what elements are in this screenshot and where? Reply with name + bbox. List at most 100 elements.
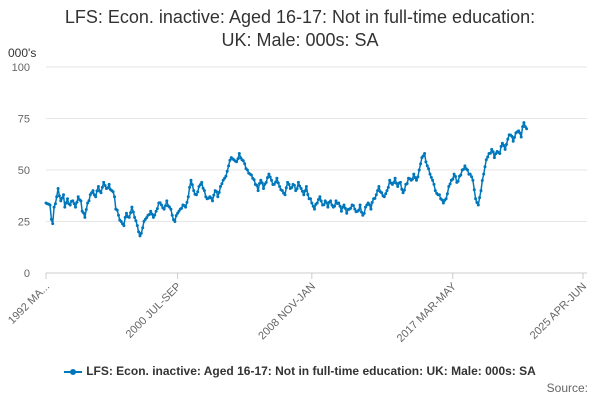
data-point xyxy=(500,141,504,145)
data-point xyxy=(441,201,445,205)
data-point xyxy=(318,195,322,199)
data-point xyxy=(52,205,56,209)
data-point xyxy=(302,193,306,197)
data-point xyxy=(215,190,218,194)
data-point xyxy=(519,135,523,139)
data-point xyxy=(313,207,316,211)
data-point xyxy=(299,187,303,190)
data-point xyxy=(258,182,261,185)
chart-title: LFS: Econ. inactive: Aged 16-17: Not in … xyxy=(0,6,600,52)
data-point xyxy=(343,206,347,210)
data-point xyxy=(59,199,63,203)
data-point xyxy=(447,185,451,188)
data-point xyxy=(160,203,163,207)
data-point xyxy=(326,205,330,209)
data-point xyxy=(415,178,418,182)
data-point xyxy=(264,180,268,184)
data-point xyxy=(185,200,189,204)
data-point xyxy=(276,181,280,185)
data-point xyxy=(511,139,515,143)
data-point xyxy=(476,203,480,207)
data-point xyxy=(177,209,181,213)
data-point xyxy=(153,213,157,217)
data-point xyxy=(377,185,381,188)
data-point xyxy=(290,186,294,189)
data-point xyxy=(432,182,436,186)
data-point xyxy=(147,213,151,216)
data-point xyxy=(198,183,202,187)
data-point xyxy=(196,190,200,194)
data-point xyxy=(245,168,249,172)
data-point xyxy=(127,215,131,219)
data-point xyxy=(413,176,417,180)
data-point xyxy=(63,205,67,209)
data-point xyxy=(492,156,496,160)
data-point xyxy=(456,179,460,183)
data-point xyxy=(401,191,405,195)
data-point xyxy=(74,205,77,209)
data-point xyxy=(107,182,111,186)
data-point xyxy=(398,180,402,184)
data-point xyxy=(369,207,373,211)
data-point xyxy=(86,201,90,205)
data-point xyxy=(386,185,390,189)
data-point xyxy=(111,190,115,194)
data-point xyxy=(448,182,452,186)
data-point xyxy=(329,199,333,203)
data-point xyxy=(405,182,409,186)
data-point xyxy=(525,127,529,131)
data-point xyxy=(71,199,75,203)
data-point xyxy=(283,193,287,197)
data-point xyxy=(342,203,346,207)
data-point xyxy=(169,207,173,211)
data-point xyxy=(349,206,353,210)
data-point xyxy=(268,175,272,179)
data-point xyxy=(53,202,57,206)
data-point xyxy=(275,176,279,180)
data-point xyxy=(518,131,522,135)
data-point xyxy=(468,172,472,176)
data-point xyxy=(79,199,83,203)
data-point xyxy=(134,219,138,223)
data-point xyxy=(174,214,178,218)
data-point xyxy=(91,189,95,193)
data-point xyxy=(474,197,478,201)
data-point xyxy=(241,159,245,163)
data-point xyxy=(64,201,68,205)
data-point xyxy=(339,209,343,213)
data-point xyxy=(220,182,224,186)
data-point xyxy=(57,194,61,198)
data-point xyxy=(129,211,133,215)
data-point xyxy=(431,178,435,182)
data-point xyxy=(483,165,487,169)
data-point xyxy=(228,158,232,162)
legend[interactable]: LFS: Econ. inactive: Aged 16-17: Not in … xyxy=(0,364,600,378)
data-point xyxy=(298,184,302,188)
chart-title-line-2: UK: Male: 000s: SA xyxy=(221,30,379,50)
data-point xyxy=(236,157,240,161)
data-point xyxy=(394,181,398,185)
data-point xyxy=(522,121,526,125)
data-point xyxy=(421,154,425,158)
data-point xyxy=(274,180,278,184)
data-point xyxy=(338,204,342,208)
data-point xyxy=(284,186,288,190)
data-point xyxy=(84,208,88,211)
data-point xyxy=(309,197,312,201)
data-point xyxy=(295,187,299,191)
series-layer xyxy=(44,121,529,238)
x-tick-label: 2008 NOV-JAN xyxy=(256,281,318,343)
data-point xyxy=(180,206,184,210)
y-tick-label: 100 xyxy=(12,62,30,74)
data-point xyxy=(505,142,508,146)
data-point xyxy=(488,151,492,155)
data-point xyxy=(498,152,502,155)
data-point xyxy=(311,204,315,208)
data-point xyxy=(393,176,397,180)
y-tick-label: 25 xyxy=(18,217,30,229)
data-point xyxy=(117,213,120,217)
data-point xyxy=(388,178,392,182)
data-point xyxy=(211,199,214,203)
y-tick-label: 75 xyxy=(18,114,30,126)
